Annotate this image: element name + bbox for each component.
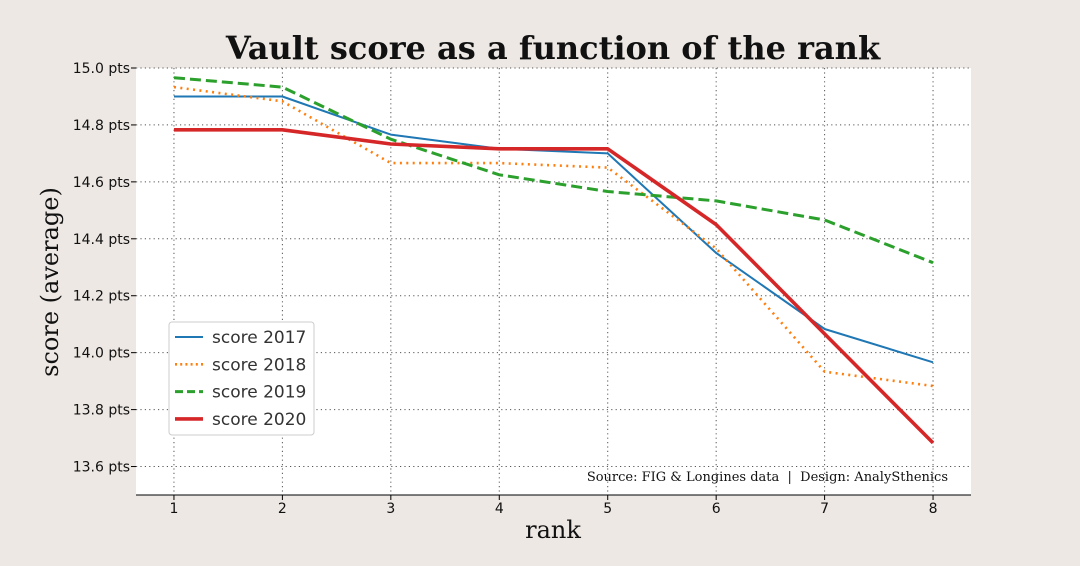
y-ticks: 13.6 pts 13.8 pts 14.0 pts 14.2 pts 14.4 pts…: [73, 61, 136, 476]
y-tick-label: 13.6 pts: [73, 460, 130, 476]
y-tick-label: 14.4 pts: [73, 232, 130, 248]
legend-label-2: score 2018: [212, 355, 306, 375]
y-axis-label: score (average): [36, 187, 64, 377]
series-group: [173, 76, 935, 445]
legend-label-3: score 2019: [212, 383, 306, 403]
y-tick-label: 14.8 pts: [73, 118, 130, 134]
legend-box: [168, 321, 315, 436]
legend: score 2017 score 2018 score 2019 score 2020: [168, 321, 315, 436]
y-tick-label: 14.0 pts: [73, 346, 130, 362]
x-tick-label: 1: [169, 501, 178, 517]
series-line-2: [173, 85, 934, 388]
series-line-3: [173, 76, 934, 265]
legend-label-1: score 2017: [212, 328, 306, 348]
legend-label-4: score 2020: [212, 410, 306, 430]
x-tick-label: 4: [495, 501, 504, 517]
x-tick-label: 8: [929, 501, 938, 517]
x-tick-label: 6: [712, 501, 721, 517]
x-ticks: 1 2 3 4 5 6 7 8: [169, 495, 938, 517]
x-axis-label: rank: [525, 516, 581, 544]
series-line-4: [174, 128, 935, 445]
x-tick-label: 3: [386, 501, 395, 517]
y-tick-label: 14.6 pts: [73, 175, 130, 191]
x-tick-label: 5: [603, 501, 612, 517]
x-tick-label: 7: [820, 501, 829, 517]
y-tick-label: 15.0 pts: [73, 61, 130, 77]
y-tick-label: 14.2 pts: [73, 289, 130, 305]
source-annotation: Source: FIG & Longines data | Design: An…: [587, 470, 948, 485]
x-tick-label: 2: [278, 501, 287, 517]
y-tick-label: 13.8 pts: [73, 403, 130, 419]
chart-title: Vault score as a function of the rank: [225, 29, 881, 67]
